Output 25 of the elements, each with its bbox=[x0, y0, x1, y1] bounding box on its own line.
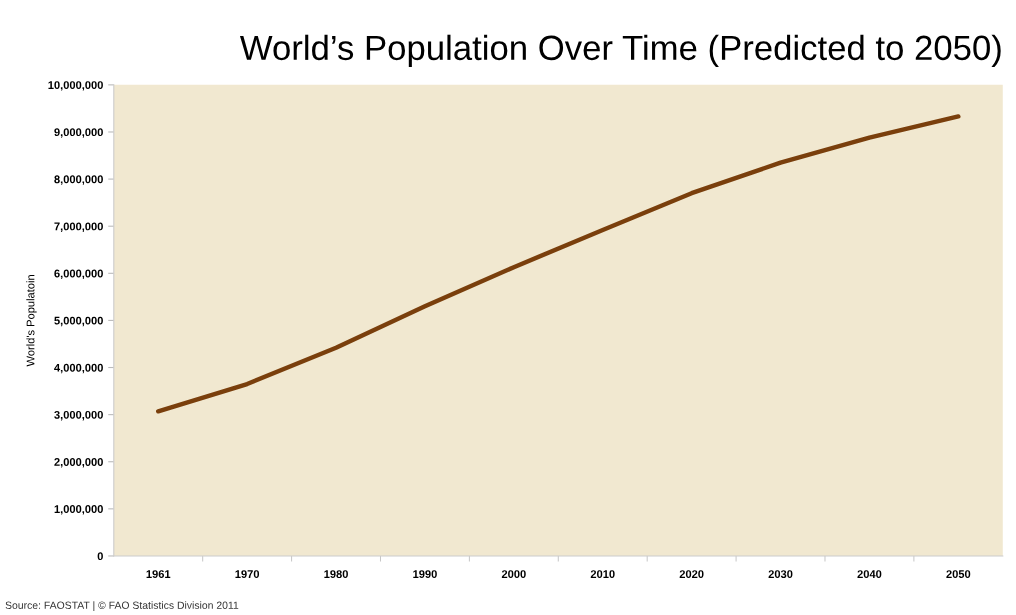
y-tick-label: 7,000,000 bbox=[54, 222, 103, 232]
source-note: Source: FAOSTAT | © FAO Statistics Division 2011 bbox=[5, 601, 239, 612]
x-tick-label: 1970 bbox=[235, 570, 260, 579]
x-tick-label: 2040 bbox=[857, 570, 882, 579]
x-tick-label: 1990 bbox=[413, 570, 437, 579]
y-tick-label: 8,000,000 bbox=[54, 175, 103, 185]
x-tick-label: 2030 bbox=[768, 570, 793, 579]
x-tick-label: 2010 bbox=[590, 570, 615, 579]
y-tick-label: 0 bbox=[97, 552, 103, 561]
chart-title: World’s Population Over Time (Predicted to 2050) bbox=[239, 34, 1001, 68]
y-tick-label: 10,000,000 bbox=[48, 81, 103, 91]
x-tick-label: 2020 bbox=[679, 570, 704, 579]
y-tick-label: 6,000,000 bbox=[54, 269, 103, 280]
x-tick-label: 1980 bbox=[324, 570, 348, 579]
y-tick-label: 4,000,000 bbox=[54, 363, 103, 374]
x-tick-label: 1961 bbox=[146, 570, 171, 579]
y-tick-label: 5,000,000 bbox=[54, 316, 103, 327]
y-tick-label: 9,000,000 bbox=[54, 128, 103, 138]
x-tick-label: 2000 bbox=[501, 570, 526, 579]
y-tick-label: 3,000,000 bbox=[54, 410, 103, 421]
y-axis-title: World's Populatoin bbox=[26, 275, 37, 367]
y-tick-label: 1,000,000 bbox=[54, 505, 103, 515]
x-tick-label: 2050 bbox=[946, 570, 971, 579]
line-series bbox=[156, 114, 961, 414]
y-tick-label: 2,000,000 bbox=[54, 458, 103, 468]
